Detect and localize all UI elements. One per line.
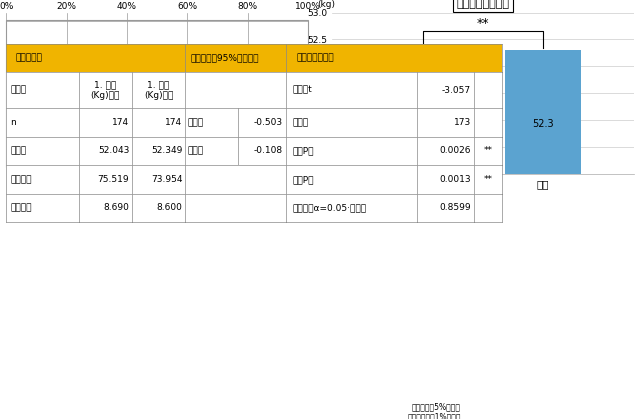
Text: 8.690: 8.690: [103, 203, 129, 212]
Title: 体重の平均の比較: 体重の平均の比較: [456, 0, 509, 9]
Text: 174: 174: [112, 118, 129, 127]
Text: 維持
5.2%: 維持 5.2%: [180, 83, 198, 103]
Text: **: **: [483, 146, 492, 155]
Bar: [385, 66, 460, 174]
Bar: [506, 50, 581, 174]
Bar: [6, 21, 308, 48]
Text: ＊有意水準5%で有意
＊＊有意水準1%で有意: ＊有意水準5%で有意 ＊＊有意水準1%で有意: [407, 402, 461, 419]
Text: 基本統計量: 基本統計量: [15, 54, 42, 63]
Bar: [181, 53, 197, 134]
Text: 変　数: 変 数: [10, 86, 26, 95]
Text: 73.954: 73.954: [151, 175, 182, 184]
Text: 減少  36.8%: 減少 36.8%: [227, 88, 278, 98]
Text: 173: 173: [454, 118, 471, 127]
Text: 統計量t: 統計量t: [292, 86, 312, 95]
Text: 174: 174: [165, 118, 182, 127]
Text: 0.0013: 0.0013: [439, 175, 471, 184]
Text: 差の平均の95%信頼区間: 差の平均の95%信頼区間: [190, 54, 259, 63]
Text: 自由度: 自由度: [292, 118, 308, 127]
Bar: [197, 53, 308, 134]
Text: (kg): (kg): [317, 0, 335, 9]
Text: 両側P値: 両側P値: [292, 146, 314, 155]
Text: 1. 体重
(Kg)初回: 1. 体重 (Kg)初回: [90, 80, 120, 100]
Bar: [6, 53, 181, 134]
Text: -3.057: -3.057: [442, 86, 471, 95]
Text: 平　均: 平 均: [10, 146, 26, 155]
Text: 0.8599: 0.8599: [439, 203, 471, 212]
Text: 上限値: 上限値: [188, 146, 204, 155]
Text: -0.503: -0.503: [254, 118, 283, 127]
Text: 8.600: 8.600: [157, 203, 182, 212]
Text: n: n: [10, 118, 16, 127]
Text: 検出力（α=0.05·両側）: 検出力（α=0.05·両側）: [292, 203, 366, 212]
Text: 増加  58.0%: 増加 58.0%: [68, 88, 120, 98]
Text: 標準偏差: 標準偏差: [10, 203, 31, 212]
Bar: [6, 139, 308, 165]
Text: -0.108: -0.108: [254, 146, 283, 155]
Text: 1. 体重
(Kg)最終: 1. 体重 (Kg)最終: [144, 80, 173, 100]
Text: 75.519: 75.519: [97, 175, 129, 184]
Text: 0.0026: 0.0026: [439, 146, 471, 155]
Text: 52.0: 52.0: [412, 126, 433, 136]
Text: 下限値: 下限値: [188, 118, 204, 127]
Text: 52.349: 52.349: [151, 146, 182, 155]
Text: 差の平均の検定: 差の平均の検定: [296, 54, 334, 63]
Text: **: **: [477, 17, 489, 30]
Text: **: **: [483, 175, 492, 184]
Text: 片側P値: 片側P値: [292, 175, 314, 184]
Text: 52.043: 52.043: [98, 146, 129, 155]
Text: 不偏分散: 不偏分散: [10, 175, 31, 184]
Text: 52.3: 52.3: [532, 119, 554, 129]
